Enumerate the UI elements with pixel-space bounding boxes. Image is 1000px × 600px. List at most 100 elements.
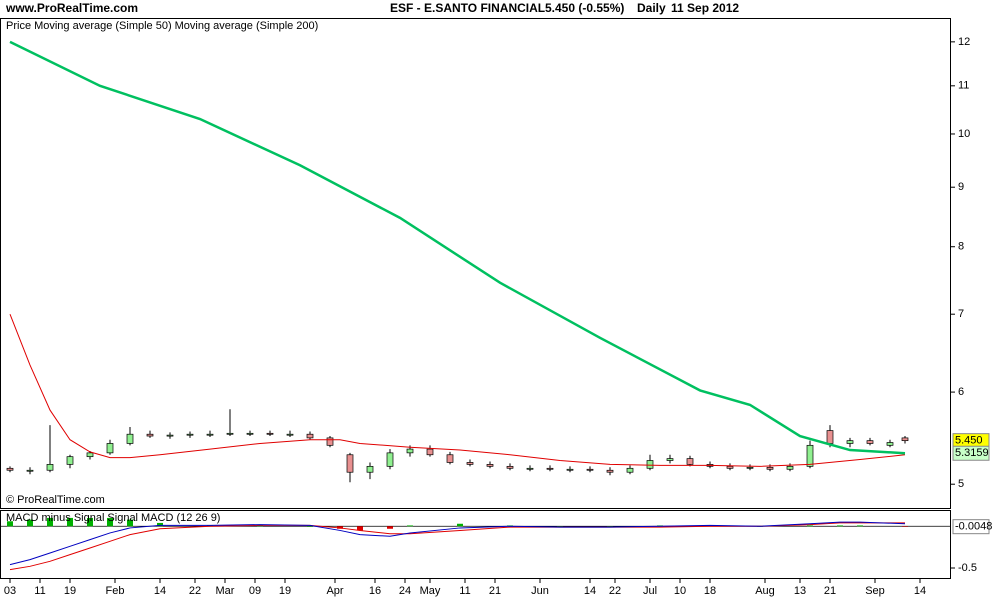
candle-body <box>686 458 694 465</box>
x-tick-label: 11 <box>459 585 470 597</box>
histogram-bar <box>357 526 363 531</box>
x-tick-label: 14 <box>914 585 926 597</box>
moving-average-line <box>9 40 906 455</box>
period: Daily <box>637 1 666 15</box>
candle-body <box>746 466 754 469</box>
histogram-bar <box>387 526 393 529</box>
candle-body <box>626 467 634 473</box>
x-tick-label: Jul <box>643 585 657 597</box>
legend-entry: Price <box>6 20 31 32</box>
candle-body <box>206 433 214 436</box>
histogram-bar <box>857 525 863 527</box>
x-tick-label: 13 <box>794 585 806 597</box>
x-tick-label: 14 <box>154 585 166 597</box>
y-tick-label: 10 <box>958 128 970 140</box>
last-value-box <box>952 519 990 535</box>
last-value-label: 5.3159 <box>955 447 989 459</box>
y-tick-label: 12 <box>958 36 970 48</box>
candle-body <box>386 452 394 467</box>
candle-body <box>526 467 534 470</box>
histogram-bar <box>902 526 908 527</box>
x-tick-label: Aug <box>755 585 775 597</box>
y-tick-label: 11 <box>958 80 969 92</box>
candle-body <box>866 440 874 444</box>
candle-body <box>366 465 374 473</box>
y-tick-label: 8 <box>958 241 964 253</box>
candle-body <box>566 468 574 471</box>
moving-average-line <box>9 314 906 467</box>
y-tick-label: -0.5 <box>958 562 977 574</box>
x-tick-label: 22 <box>189 585 201 597</box>
histogram-bar <box>157 522 163 527</box>
site-name: www.ProRealTime.com <box>5 1 138 15</box>
candle-body <box>106 443 114 454</box>
x-tick-label: 21 <box>824 585 836 597</box>
x-tick-label: 24 <box>399 585 411 597</box>
candle-body <box>26 469 34 472</box>
x-tick-label: 03 <box>4 585 16 597</box>
y-tick-label: 9 <box>958 181 964 193</box>
candle-body <box>506 465 514 469</box>
x-tick-label: 21 <box>489 585 501 597</box>
candle-body <box>646 460 654 469</box>
candle-body <box>666 458 674 461</box>
candle-body <box>66 456 74 465</box>
candle-body <box>6 467 14 471</box>
histogram-bar <box>557 526 563 527</box>
last-value-label: -0.0048 <box>955 521 992 533</box>
histogram-bar <box>87 517 93 527</box>
x-tick-label: Mar <box>216 585 235 597</box>
candle-body <box>886 442 894 446</box>
legend-entry: Moving average (Simple 50) <box>34 20 172 32</box>
candle-body <box>466 462 474 465</box>
x-tick-label: May <box>420 585 441 597</box>
x-tick-label: Sep <box>865 585 885 597</box>
candle-body <box>406 448 414 454</box>
histogram-bar <box>307 526 313 527</box>
legend-entry: Signal <box>107 512 138 524</box>
candle-body <box>786 465 794 470</box>
price-panel-frame <box>0 18 951 509</box>
candle-body <box>426 448 434 456</box>
x-tick-label: 22 <box>609 585 621 597</box>
histogram-bar <box>837 525 843 527</box>
candle-body <box>846 440 854 444</box>
candle-body <box>326 437 334 446</box>
candle-body <box>46 464 54 471</box>
x-tick-label: 18 <box>704 585 716 597</box>
histogram-bar <box>107 517 113 527</box>
x-tick-label: 10 <box>674 585 686 597</box>
candle-body <box>226 432 234 435</box>
histogram-bar <box>807 525 813 527</box>
candle-body <box>446 454 454 463</box>
y-tick-label: 7 <box>958 308 964 320</box>
candle-body <box>586 468 594 471</box>
candle-body <box>286 433 294 436</box>
candle-body <box>146 433 154 437</box>
x-tick-label: Jun <box>531 585 549 597</box>
x-tick-label: Apr <box>326 585 343 597</box>
histogram-bar <box>457 523 463 527</box>
x-tick-label: 14 <box>584 585 596 597</box>
candle-body <box>86 452 94 458</box>
candle-body <box>266 432 274 435</box>
candle-body <box>166 434 174 437</box>
legend-entry: MACD (12 26 9) <box>141 512 220 524</box>
legend-entry: MACD minus Signal <box>6 512 104 524</box>
candle-body <box>486 464 494 467</box>
x-tick-label: Feb <box>106 585 125 597</box>
x-tick-label: 19 <box>64 585 76 597</box>
histogram-bar <box>407 525 413 527</box>
macd-panel-frame <box>0 510 951 579</box>
histogram-bar <box>67 517 73 527</box>
y-tick-label: 5 <box>958 478 964 490</box>
indicator-line <box>9 521 906 566</box>
histogram-bar <box>607 526 613 527</box>
x-tick-label: 11 <box>34 585 45 597</box>
histogram-bar <box>127 519 133 527</box>
candle-body <box>766 466 774 470</box>
legend-entry: Moving average (Simple 200) <box>175 20 319 32</box>
histogram-bar <box>47 517 53 527</box>
